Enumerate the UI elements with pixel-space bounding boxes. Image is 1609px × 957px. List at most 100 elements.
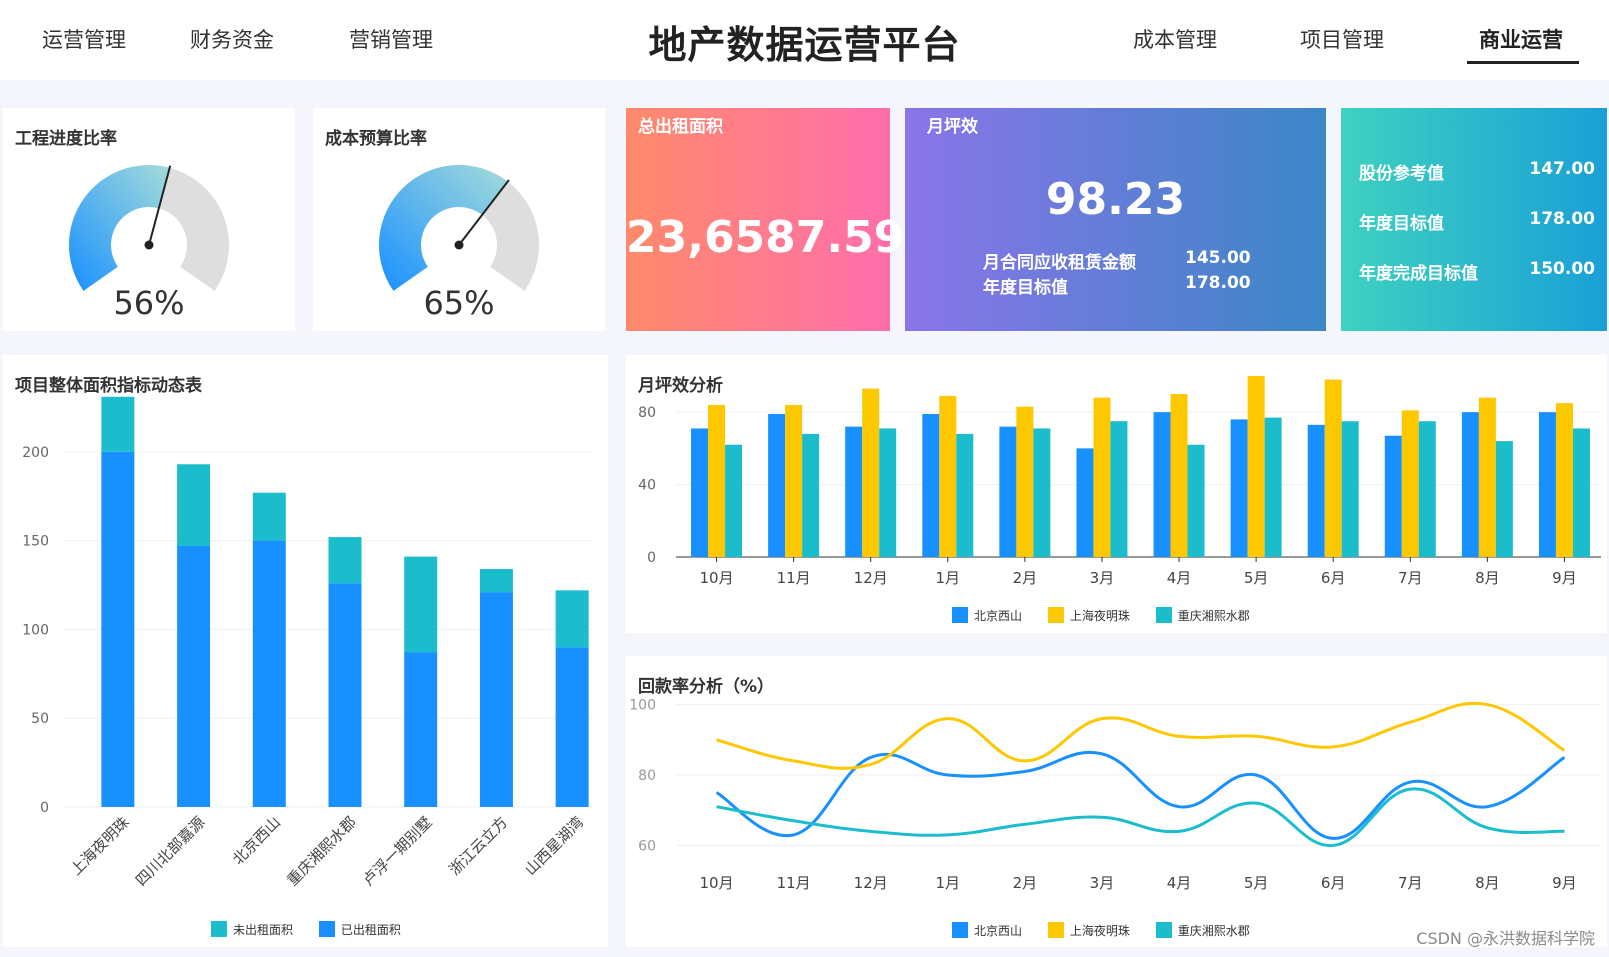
bar (1076, 448, 1094, 557)
bar (1264, 417, 1282, 557)
legend-item[interactable]: 上海夜明珠 (1047, 922, 1130, 939)
x-tick-label: 11月 (777, 874, 811, 892)
gauge-needle (148, 165, 172, 246)
bar (252, 492, 286, 541)
nav-operations[interactable]: 运营管理 (42, 28, 126, 52)
nav-cost[interactable]: 成本管理 (1133, 28, 1217, 52)
gauge-title: 成本预算比率 (325, 129, 427, 149)
bar (1461, 412, 1479, 557)
bar (1478, 397, 1496, 557)
x-tick-label: 5月 (1244, 874, 1269, 892)
x-tick-label: 3月 (1090, 874, 1115, 892)
gauge-card-cost: 成本预算比率 65% (313, 108, 605, 331)
legend-item[interactable]: 上海夜明珠 (1047, 607, 1130, 624)
gauge-fill (69, 165, 170, 291)
y-tick-label: 200 (22, 445, 49, 461)
y-tick-label: 0 (40, 800, 49, 816)
legend-swatch (1047, 607, 1064, 623)
x-tick-label: 浙江云立方 (445, 813, 511, 879)
y-tick-label: 50 (31, 711, 49, 727)
legend-item[interactable]: 已出租面积 (318, 921, 401, 938)
bar (1495, 441, 1513, 557)
x-tick-label: 11月 (777, 569, 811, 587)
watermark: CSDN @永洪数据科学院 (1416, 929, 1595, 948)
legend-swatch (952, 922, 968, 938)
x-tick-label: 2月 (1013, 874, 1038, 892)
bar (708, 404, 726, 557)
x-tick-label: 12月 (854, 569, 888, 587)
series-line (715, 751, 1566, 840)
x-tick-label: 1月 (936, 874, 961, 892)
kpi-row-value: 178.00 (1529, 209, 1595, 229)
nav-finance[interactable]: 财务资金 (190, 28, 274, 52)
x-tick-label: 7月 (1398, 569, 1423, 587)
bar (1110, 421, 1128, 557)
series-line (716, 701, 1566, 770)
kpi-stock-values: 股份参考值 147.00 年度目标值 178.00 年度完成目标值 150.00 (1341, 108, 1607, 331)
kpi-value: 98.23 (1045, 174, 1186, 225)
kpi-row: 年度目标值 178.00 (1359, 209, 1595, 234)
x-tick-label: 9月 (1552, 874, 1577, 892)
legend-item[interactable]: 未出租面积 (211, 921, 293, 938)
stacked-bar-chart: 0 50 100 150 200 上海夜明珠 四川北部嘉源 北京西山 重庆湘熙水郡 卢浮一期别墅浙… (22, 396, 593, 889)
gauge-needle (458, 179, 510, 246)
nav-projects[interactable]: 项目管理 (1300, 28, 1384, 52)
chart-legend: 北京西山 上海夜明珠 重庆湘熙水郡 (952, 922, 1272, 939)
gauge-title: 工程进度比率 (15, 129, 117, 149)
x-tick-label: 4月 (1167, 874, 1192, 892)
x-tick-label: 6月 (1321, 569, 1346, 587)
bar (1153, 412, 1171, 557)
bar (328, 537, 362, 584)
area-chart-card: 项目整体面积指标动态表 0 50 100 150 200 上海夜明珠 四川北部嘉源 北京西山重… (3, 355, 608, 947)
bar (1341, 421, 1359, 557)
bar (845, 426, 863, 557)
x-tick-label: 12月 (854, 874, 888, 892)
bar (1384, 435, 1402, 557)
x-tick-label: 5月 (1244, 569, 1269, 587)
bar (404, 652, 438, 807)
kpi-row-value: 147.00 (1529, 159, 1595, 179)
bar (555, 590, 589, 648)
kpi-row-label: 年度目标值 (983, 278, 1068, 298)
kpi-monthly-efficiency: 月坪效 98.23 月合同应收租赁金额 145.00 年度目标值 178.00 (905, 108, 1326, 331)
gauge-fill (379, 165, 508, 291)
nav-marketing[interactable]: 营销管理 (349, 28, 433, 52)
x-tick-label: 1月 (936, 569, 961, 587)
gauge-progress (69, 165, 230, 291)
x-tick-label: 北京西山 (229, 813, 284, 868)
bar (101, 396, 135, 452)
legend-item[interactable]: 北京西山 (952, 922, 1022, 939)
legend-label: 上海夜明珠 (1069, 609, 1130, 623)
x-tick-label: 7月 (1398, 874, 1423, 892)
bar (862, 388, 880, 557)
kpi-row: 股份参考值 147.00 (1359, 159, 1595, 184)
top-header: 运营管理 财务资金 营销管理 地产数据运营平台 成本管理 项目管理 商业运营 (0, 0, 1609, 80)
bar (785, 404, 803, 557)
kpi-row-label: 年度完成目标值 (1359, 264, 1478, 284)
legend-item[interactable]: 重庆湘熙水郡 (1155, 607, 1250, 624)
bar (1418, 421, 1436, 557)
legend-label: 上海夜明珠 (1069, 924, 1130, 938)
nav-commercial[interactable]: 商业运营 (1479, 28, 1563, 52)
bar (1016, 406, 1034, 557)
gauge-percent: 65% (423, 284, 495, 322)
x-tick-label: 四川北部嘉源 (132, 813, 208, 889)
bar (1572, 428, 1590, 557)
legend-item[interactable]: 北京西山 (952, 607, 1022, 624)
kpi-total-area: 总出租面积 23,6587.59 (626, 108, 904, 331)
gauge-pivot (454, 240, 464, 250)
y-tick-label: 100 (629, 698, 656, 714)
chart-legend: 未出租面积 已出租面积 (211, 921, 423, 938)
bar (1170, 394, 1188, 557)
y-tick-label: 0 (647, 550, 656, 566)
y-tick-label: 80 (638, 768, 656, 784)
kpi-row: 年度完成目标值 150.00 (1359, 259, 1595, 284)
bar (328, 583, 362, 807)
legend-item[interactable]: 重庆湘熙水郡 (1155, 922, 1250, 939)
active-tab-indicator (1467, 61, 1579, 64)
chart-title: 项目整体面积指标动态表 (15, 376, 202, 396)
chart-title: 月坪效分析 (638, 376, 723, 396)
y-tick-label: 40 (638, 478, 656, 494)
legend-label: 北京西山 (974, 609, 1023, 623)
line-chart: 60 80 100 10月 11月 12月 1月 2月 3月 4月 5月 6月 7月 8月 9月 (629, 698, 1601, 892)
